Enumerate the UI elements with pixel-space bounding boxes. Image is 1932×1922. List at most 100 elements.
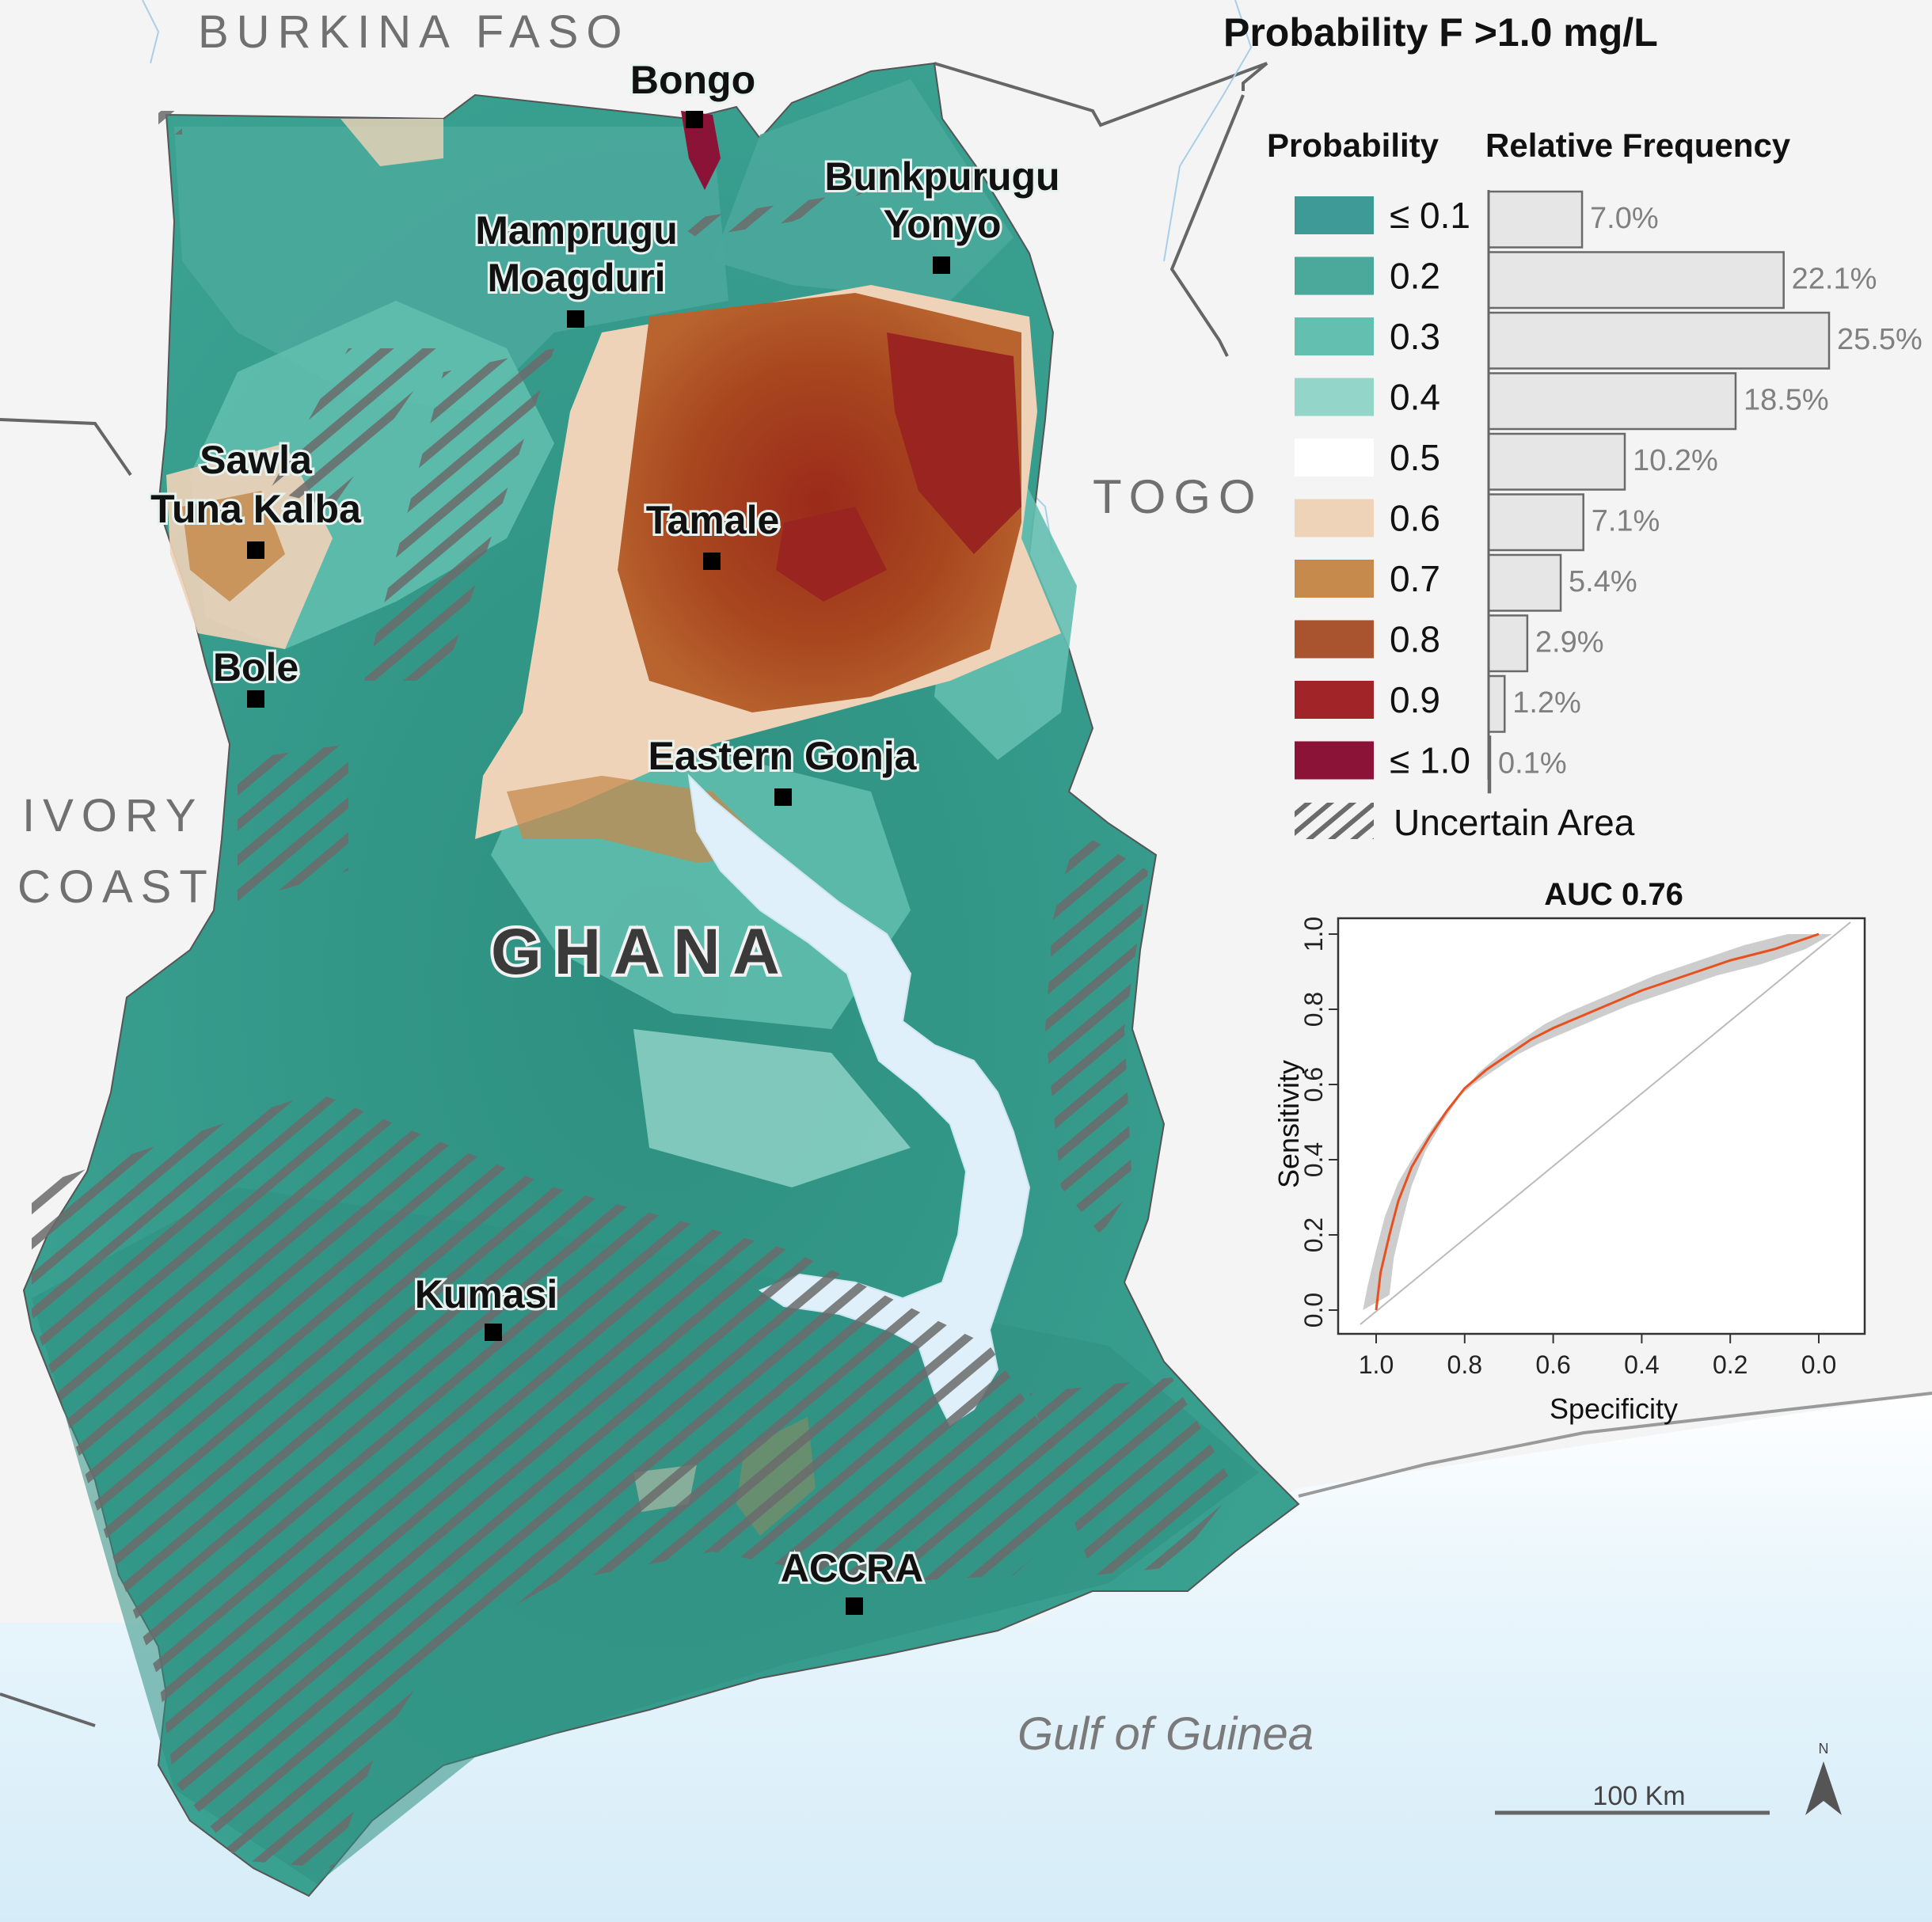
- marker-accra: [846, 1597, 863, 1615]
- marker-tamale: [703, 553, 721, 570]
- roc-reference-line: [1360, 921, 1851, 1325]
- frequency-bar: [1487, 614, 1529, 673]
- legend-swatch-3: [1295, 378, 1374, 416]
- roc-y-tick-label: 0.4: [1299, 1142, 1328, 1177]
- roc-x-tick-label: 0.8: [1447, 1350, 1482, 1379]
- frequency-value: 25.5%: [1837, 323, 1922, 356]
- marker-kumasi: [485, 1324, 502, 1341]
- legend-frequency-header: Relative Frequency: [1485, 127, 1791, 164]
- frequency-value: 5.4%: [1569, 565, 1637, 598]
- legend-swatch-1: [1295, 256, 1374, 295]
- roc-chart: AUC 0.76 1.0 0.8 0.6 0.4 0.2 0.0 0.0 0.2 0.4 0.6 0…: [1272, 877, 1866, 1425]
- frequency-bar: [1487, 553, 1562, 612]
- label-burkina-faso: BURKINA FASO: [198, 6, 629, 58]
- frequency-value: 22.1%: [1792, 263, 1877, 296]
- country-borders: [0, 62, 1932, 1727]
- legend-class-label: 0.6: [1390, 498, 1440, 539]
- city-label-kumasi: Kumasi: [415, 1272, 558, 1316]
- north-arrow-label: N: [1819, 1741, 1829, 1757]
- label-coast: COAST: [17, 861, 215, 913]
- legend-class-label: ≤ 0.1: [1390, 195, 1470, 236]
- frequency-bar: [1487, 493, 1584, 552]
- city-label-bole: Bole: [213, 645, 299, 689]
- city-label-bongo: Bongo: [630, 58, 755, 102]
- frequency-value: 7.0%: [1590, 202, 1659, 235]
- legend-swatch-2: [1295, 317, 1374, 355]
- roc-x-tick-label: 1.0: [1359, 1350, 1394, 1379]
- marker-mamprugu: [567, 310, 584, 328]
- roc-curve: [1375, 933, 1820, 1311]
- frequency-bar: [1487, 190, 1584, 249]
- frequency-value: 18.5%: [1744, 384, 1829, 417]
- uncertain-swatch: [1295, 803, 1374, 839]
- uncertain-areas: [32, 111, 1235, 1868]
- legend-swatch-4: [1295, 439, 1374, 477]
- marker-bole: [247, 690, 264, 708]
- legend-class-label: 0.9: [1390, 679, 1440, 720]
- legend-class-label: 0.5: [1390, 437, 1440, 478]
- north-arrow-icon: [1805, 1761, 1842, 1815]
- legend-class-label: 0.2: [1390, 256, 1440, 297]
- marker-bunkpurugu: [933, 256, 950, 274]
- label-gulf-of-guinea: Gulf of Guinea: [1017, 1708, 1314, 1760]
- legend-class-label: 0.8: [1390, 619, 1440, 660]
- roc-y-tick-label: 0.0: [1299, 1293, 1328, 1328]
- legend-class-label: 0.7: [1390, 558, 1440, 599]
- roc-content: 1.0 0.8 0.6 0.4 0.2 0.0 0.0 0.2 0.4 0.6 0.8 1.0: [1299, 917, 1851, 1379]
- frequency-bar: [1487, 372, 1737, 431]
- marker-bongo: [686, 111, 703, 128]
- city-label-tamale: Tamale: [646, 498, 780, 542]
- city-markers: [247, 111, 950, 1615]
- city-label-mamprugu: Mamprugu: [475, 208, 678, 253]
- legend-class-label: 0.3: [1390, 316, 1440, 357]
- city-label-eastern-gonja: Eastern Gonja: [648, 734, 918, 778]
- roc-xlabel: Specificity: [1550, 1392, 1678, 1425]
- legend: Probability Relative Frequency ≤ 0.1 7.0%…: [1267, 127, 1922, 843]
- label-ivory: IVORY: [22, 790, 203, 841]
- legend-swatch-0: [1295, 196, 1374, 234]
- frequency-bar: [1487, 432, 1626, 491]
- uncertain-label: Uncertain Area: [1394, 802, 1635, 843]
- label-ghana: GHANA: [491, 916, 793, 988]
- roc-ylabel: Sensitivity: [1272, 1060, 1305, 1188]
- legend-swatch-5: [1295, 499, 1374, 537]
- country-labels: BURKINA FASO TOGO IVORY COAST GHANA Gulf…: [17, 6, 1314, 1760]
- legend-class-label: 0.4: [1390, 377, 1440, 418]
- roc-x-tick-label: 0.6: [1535, 1350, 1570, 1379]
- marker-eastern-gonja: [774, 788, 792, 806]
- scale-bar: 100 Km: [1495, 1781, 1770, 1815]
- frequency-value: 0.1%: [1498, 747, 1567, 781]
- frequency-value: 10.2%: [1633, 444, 1718, 477]
- roc-x-tick-label: 0.0: [1801, 1350, 1836, 1379]
- north-arrow: N: [1805, 1741, 1842, 1815]
- roc-y-tick-label: 0.8: [1299, 992, 1328, 1027]
- frequency-value: 1.2%: [1512, 686, 1581, 720]
- legend-swatch-6: [1295, 560, 1374, 598]
- city-label-bunkpurugu: Bunkpurugu: [824, 154, 1059, 199]
- city-label-moagduri: Moagduri: [488, 256, 666, 300]
- frequency-value: 2.9%: [1535, 626, 1604, 659]
- legend-swatch-8: [1295, 681, 1374, 719]
- frequency-bar: [1487, 311, 1831, 370]
- city-label-yonyo: Yonyo: [883, 202, 1001, 246]
- map-title: Probability F >1.0 mg/L: [1223, 10, 1658, 55]
- legend-probability-header: Probability: [1267, 127, 1439, 164]
- scale-bar-label: 100 Km: [1592, 1781, 1685, 1811]
- roc-y-tick-label: 1.0: [1299, 917, 1328, 952]
- frequency-bar: [1487, 251, 1785, 310]
- legend-swatch-7: [1295, 620, 1374, 659]
- legend-rows: ≤ 0.1 7.0% 0.2 22.1% 0.3 25.5% 0.4 18.5% 0.5 10.2…: [1295, 190, 1922, 794]
- roc-y-tick-label: 0.6: [1299, 1067, 1328, 1102]
- sea: [0, 1393, 1932, 1922]
- city-labels: Bongo Bunkpurugu Yonyo Mamprugu Moagduri…: [148, 55, 1062, 1593]
- roc-title: AUC 0.76: [1544, 877, 1683, 912]
- city-label-tuna-kalba: Tuna Kalba: [150, 487, 362, 531]
- city-label-sawla: Sawla: [200, 438, 313, 482]
- roc-x-tick-label: 0.4: [1624, 1350, 1659, 1379]
- frequency-value: 7.1%: [1592, 505, 1660, 538]
- label-togo: TOGO: [1093, 470, 1264, 523]
- marker-sawla: [247, 541, 264, 559]
- roc-x-tick-label: 0.2: [1713, 1350, 1748, 1379]
